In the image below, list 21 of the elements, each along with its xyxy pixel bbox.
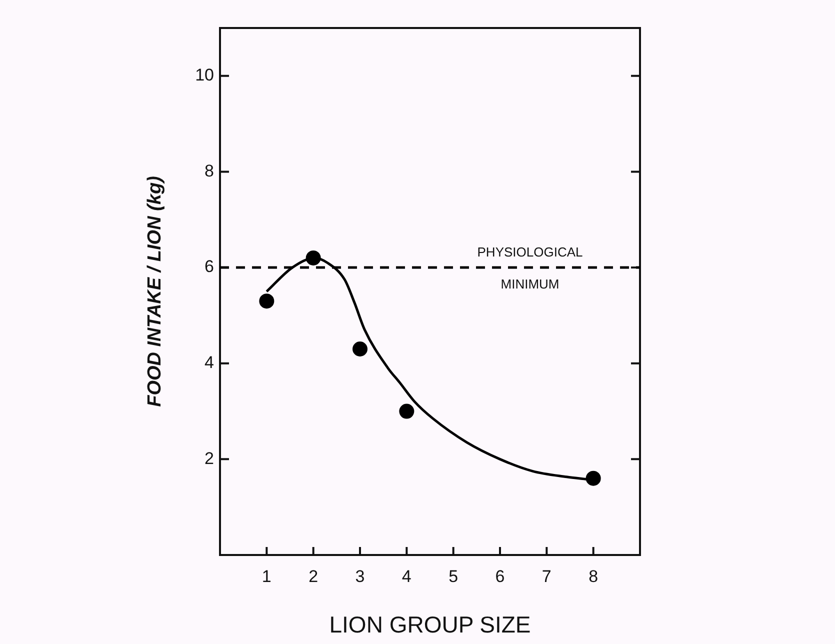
y-tick-label: 8 bbox=[204, 161, 214, 180]
point bbox=[586, 470, 601, 486]
x-tick-label: 8 bbox=[588, 566, 598, 586]
point bbox=[259, 294, 274, 309]
x-tick-label: 1 bbox=[262, 566, 272, 586]
y-axis-title: FOOD INTAKE / LION (kg) bbox=[144, 176, 166, 407]
x-tick-label: 3 bbox=[355, 566, 365, 586]
y-tick-label: 10 bbox=[195, 66, 214, 85]
x-tick-label: 7 bbox=[542, 566, 552, 586]
point bbox=[399, 404, 414, 419]
y-tick-label: 2 bbox=[204, 448, 214, 468]
text: PHYSIOLOGICAL MINIMUM bbox=[477, 244, 583, 292]
point bbox=[352, 341, 368, 356]
x-tick-label: 2 bbox=[308, 566, 318, 586]
x-axis-title: LION GROUP SIZE bbox=[329, 612, 531, 638]
x-tick-label: 6 bbox=[495, 566, 505, 586]
x-tick-label: 5 bbox=[448, 566, 458, 586]
point bbox=[306, 250, 321, 266]
y-tick-label: 4 bbox=[204, 353, 214, 372]
y-tick-label: 6 bbox=[204, 257, 214, 276]
x-tick-label: 4 bbox=[402, 566, 412, 586]
